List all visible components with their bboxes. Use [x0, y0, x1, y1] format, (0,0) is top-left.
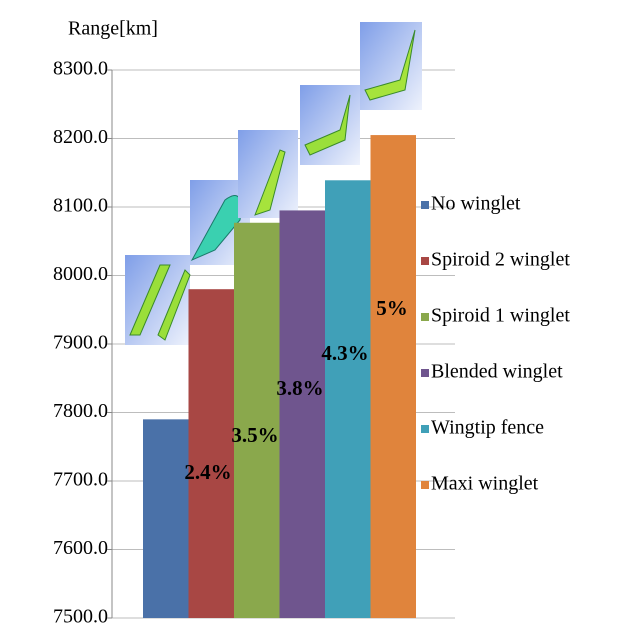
y-tick-label: 7500.0 — [53, 606, 108, 627]
legend-label: Spiroid 1 winglet — [431, 305, 570, 327]
y-tick-label: 8200.0 — [53, 126, 108, 148]
y-tick-label: 8100.0 — [53, 195, 108, 217]
legend-swatch — [421, 481, 429, 489]
legend-label: Blended winglet — [431, 361, 563, 383]
y-axis-label: Range[km] — [68, 18, 158, 40]
annotation: 3.8% — [276, 376, 323, 400]
bar — [188, 289, 234, 618]
annotation: 3.5% — [231, 423, 278, 447]
bar — [143, 419, 189, 618]
legend-swatch — [421, 313, 429, 321]
legend-label: Spiroid 2 winglet — [431, 249, 570, 271]
winglet-images — [125, 22, 422, 345]
annotation: 2.4% — [184, 460, 231, 484]
legend-label: Maxi winglet — [431, 473, 539, 495]
legend-swatch — [421, 201, 429, 209]
y-tick-label: 7700.0 — [53, 469, 108, 491]
bar — [279, 210, 325, 619]
bar — [370, 135, 416, 618]
annotation: 4.3% — [321, 341, 368, 365]
y-tick-label: 7900.0 — [53, 332, 108, 354]
legend-swatch — [421, 425, 429, 433]
y-tick-label: 8000.0 — [53, 263, 108, 285]
y-tick-label: 7600.0 — [53, 537, 108, 559]
y-tick-label: 7800.0 — [53, 400, 108, 422]
legend-label: No winglet — [431, 193, 521, 215]
legend-swatch — [421, 257, 429, 265]
legend-label: Wingtip fence — [431, 417, 544, 439]
bar — [234, 222, 280, 618]
annotation: 5% — [376, 296, 408, 320]
bar — [325, 180, 371, 618]
legend-swatch — [421, 369, 429, 377]
y-tick-label: 8300.0 — [53, 58, 108, 80]
